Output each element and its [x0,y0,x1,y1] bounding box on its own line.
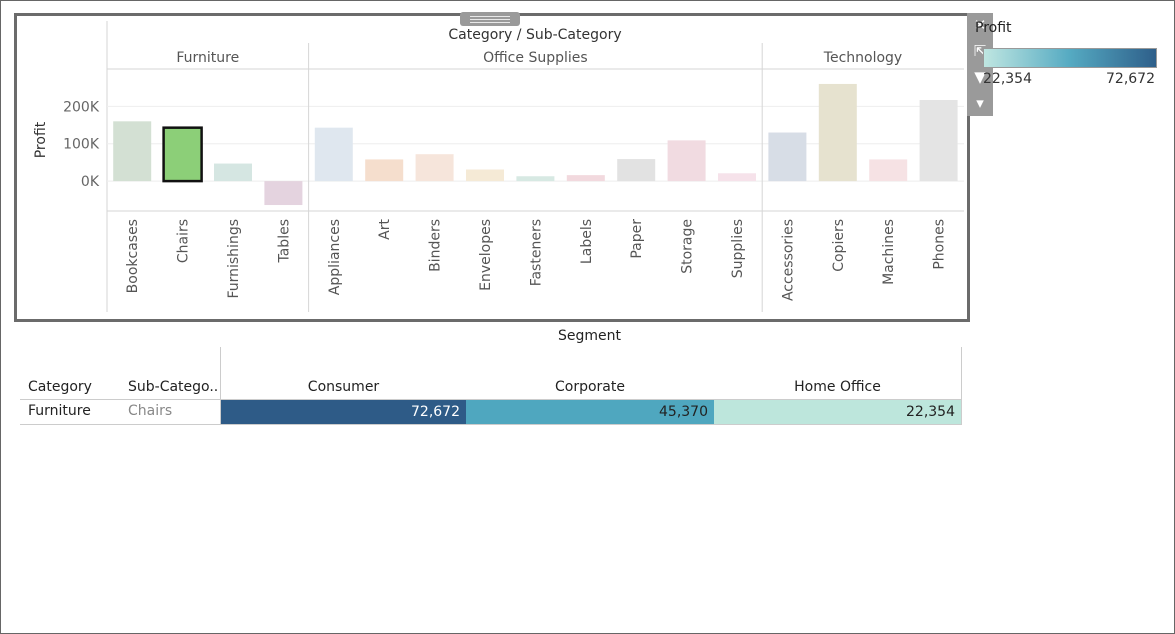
table-divider [961,347,962,424]
x-tick-label: Appliances [327,219,343,295]
profit-chart-sheet[interactable]: Category / Sub-Category 200K 100K 0K Profit F… [14,13,970,322]
corporate-column-header[interactable]: Corporate [555,379,625,395]
row-subcategory-label[interactable]: Chairs [128,403,173,419]
bar-envelopes[interactable] [466,169,504,182]
x-tick-label: Furnishings [226,219,242,299]
x-tick-label: Paper [629,219,645,259]
bar-storage[interactable] [667,140,706,182]
bar-machines[interactable] [869,159,908,182]
home-office-column-header[interactable]: Home Office [794,379,881,395]
x-tick-label: Envelopes [478,219,494,291]
bar-fasteners[interactable] [516,176,555,182]
x-tick-label: Accessories [780,219,796,301]
legend-max-label: 72,672 [1106,71,1155,87]
y-tick-label: 0K [81,174,100,190]
x-tick-label: Machines [881,219,897,285]
x-tick-label: Tables [276,219,292,264]
bar-bookcases[interactable] [113,121,152,182]
y-tick-label: 200K [63,99,100,115]
consumer-profit-cell[interactable]: 72,672 [221,400,466,424]
x-tick-label: Fasteners [528,219,544,286]
y-tick-label: 100K [63,137,100,153]
bar-labels[interactable] [566,175,605,182]
group-header-technology[interactable]: Technology [823,50,902,66]
consumer-column-header[interactable]: Consumer [307,379,380,395]
bar-chairs[interactable] [162,126,203,183]
bar-appliances[interactable] [314,127,353,182]
profit-color-legend[interactable] [983,48,1157,68]
filter-icon[interactable]: ▼ [974,68,986,86]
x-tick-label: Art [377,218,393,239]
x-tick-label: Copiers [831,219,847,272]
table-divider [20,424,962,425]
x-tick-label: Chairs [176,219,192,263]
row-category-label[interactable]: Furniture [28,403,91,419]
bar-art[interactable] [365,159,404,182]
home-office-profit-cell[interactable]: 22,354 [714,400,961,424]
bar-binders[interactable] [415,154,454,182]
bar-accessories[interactable] [768,132,807,182]
segment-header: Segment [558,328,621,344]
category-column-header[interactable]: Category [28,379,92,395]
bar-tables[interactable] [264,181,303,206]
legend-min-label: 22,354 [983,71,1032,87]
more-options-icon[interactable]: ▾ [976,94,984,112]
close-icon[interactable]: ✕ [973,16,987,34]
table-divider [220,347,221,424]
bar-furnishings[interactable] [214,163,252,182]
x-tick-label: Supplies [730,219,746,278]
sheet-drag-handle[interactable] [460,12,520,26]
bar-copiers[interactable] [818,83,857,182]
group-header-furniture[interactable]: Furniture [176,50,239,66]
x-tick-label: Bookcases [125,219,141,293]
profit-bar-chart[interactable]: Category / Sub-Category 200K 100K 0K Profit F… [17,16,967,319]
x-tick-label: Binders [428,219,444,272]
y-axis-label: Profit [33,121,49,158]
x-tick-label: Labels [579,219,595,264]
table-divider [20,399,962,400]
bar-paper[interactable] [617,159,656,182]
chart-title: Category / Sub-Category [448,27,621,43]
x-tick-label: Phones [932,219,948,270]
x-tick-label: Storage [680,219,696,274]
legend-title: Profit [975,20,1012,36]
bar-supplies[interactable] [718,173,756,182]
corporate-profit-cell[interactable]: 45,370 [466,400,714,424]
group-header-office-supplies[interactable]: Office Supplies [483,50,588,66]
subcategory-column-header[interactable]: Sub-Catego.. [128,379,219,395]
bar-phones[interactable] [919,100,958,182]
